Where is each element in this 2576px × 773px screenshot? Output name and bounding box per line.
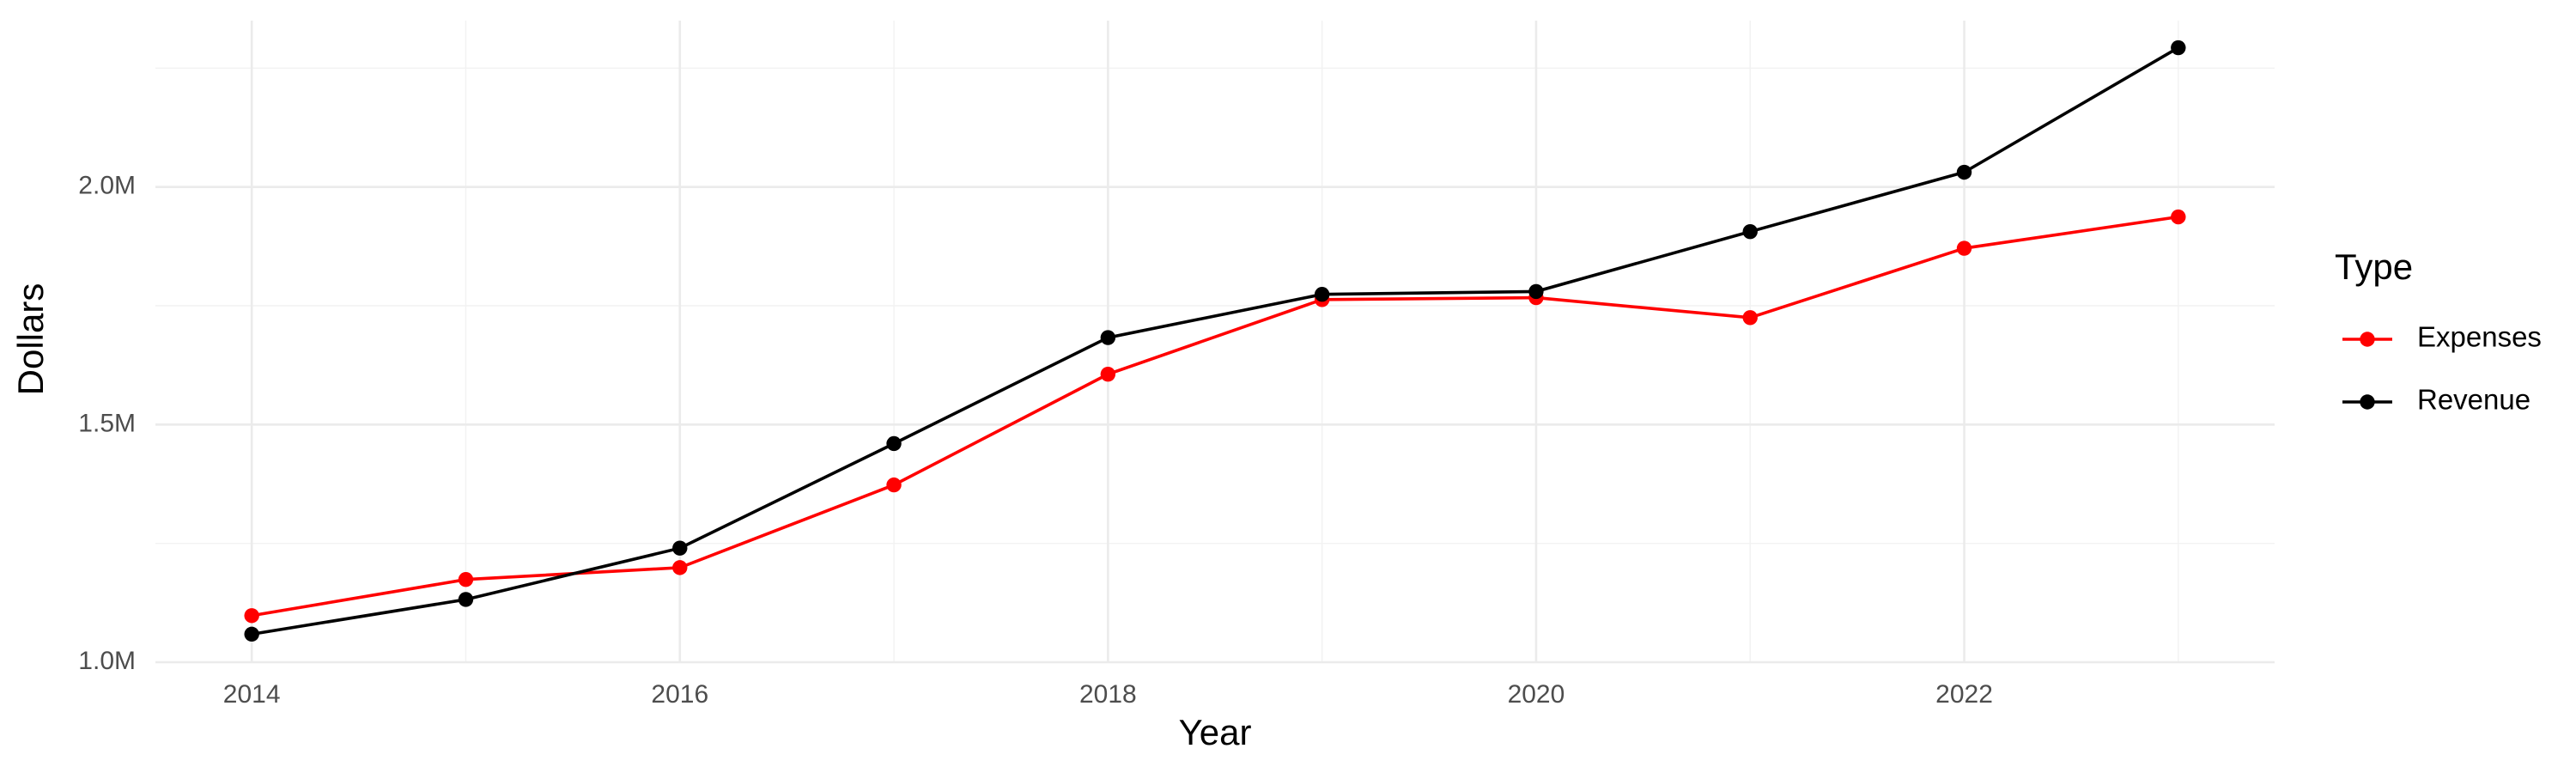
x-tick-label: 2018 (1079, 680, 1137, 709)
data-point (1100, 330, 1116, 345)
data-point (458, 572, 474, 587)
data-point (1100, 366, 1116, 382)
data-point (1528, 283, 1544, 300)
data-point (2171, 40, 2186, 56)
data-point (1956, 240, 1972, 256)
data-point (1314, 287, 1330, 302)
legend-key-point (2360, 332, 2375, 347)
legend-title: Type (2335, 247, 2413, 287)
data-point (672, 540, 688, 556)
legend-key-point (2360, 394, 2375, 410)
series-line (251, 215, 2179, 618)
x-tick-label: 2022 (1935, 680, 1993, 709)
series-line (251, 46, 2179, 636)
data-point (2171, 209, 2186, 225)
x-tick-label: 2016 (651, 680, 708, 709)
data-point (886, 435, 902, 452)
data-point (1742, 223, 1758, 240)
data-point (1742, 310, 1758, 326)
x-tick-label: 2014 (223, 680, 281, 709)
x-axis-title: Year (1179, 712, 1252, 752)
y-tick-label: 2.0M (78, 172, 136, 200)
data-point (672, 560, 688, 575)
data-point (458, 592, 474, 607)
data-point (1956, 164, 1972, 180)
data-point (244, 626, 259, 642)
y-axis-title: Dollars (10, 283, 51, 396)
data-point (244, 608, 259, 624)
data-point (886, 477, 902, 493)
legend-label: Revenue (2417, 384, 2530, 416)
y-tick-label: 1.0M (78, 647, 136, 675)
x-tick-label: 2020 (1508, 680, 1565, 709)
y-tick-label: 1.5M (78, 409, 136, 437)
legend-label: Expenses (2417, 321, 2542, 353)
